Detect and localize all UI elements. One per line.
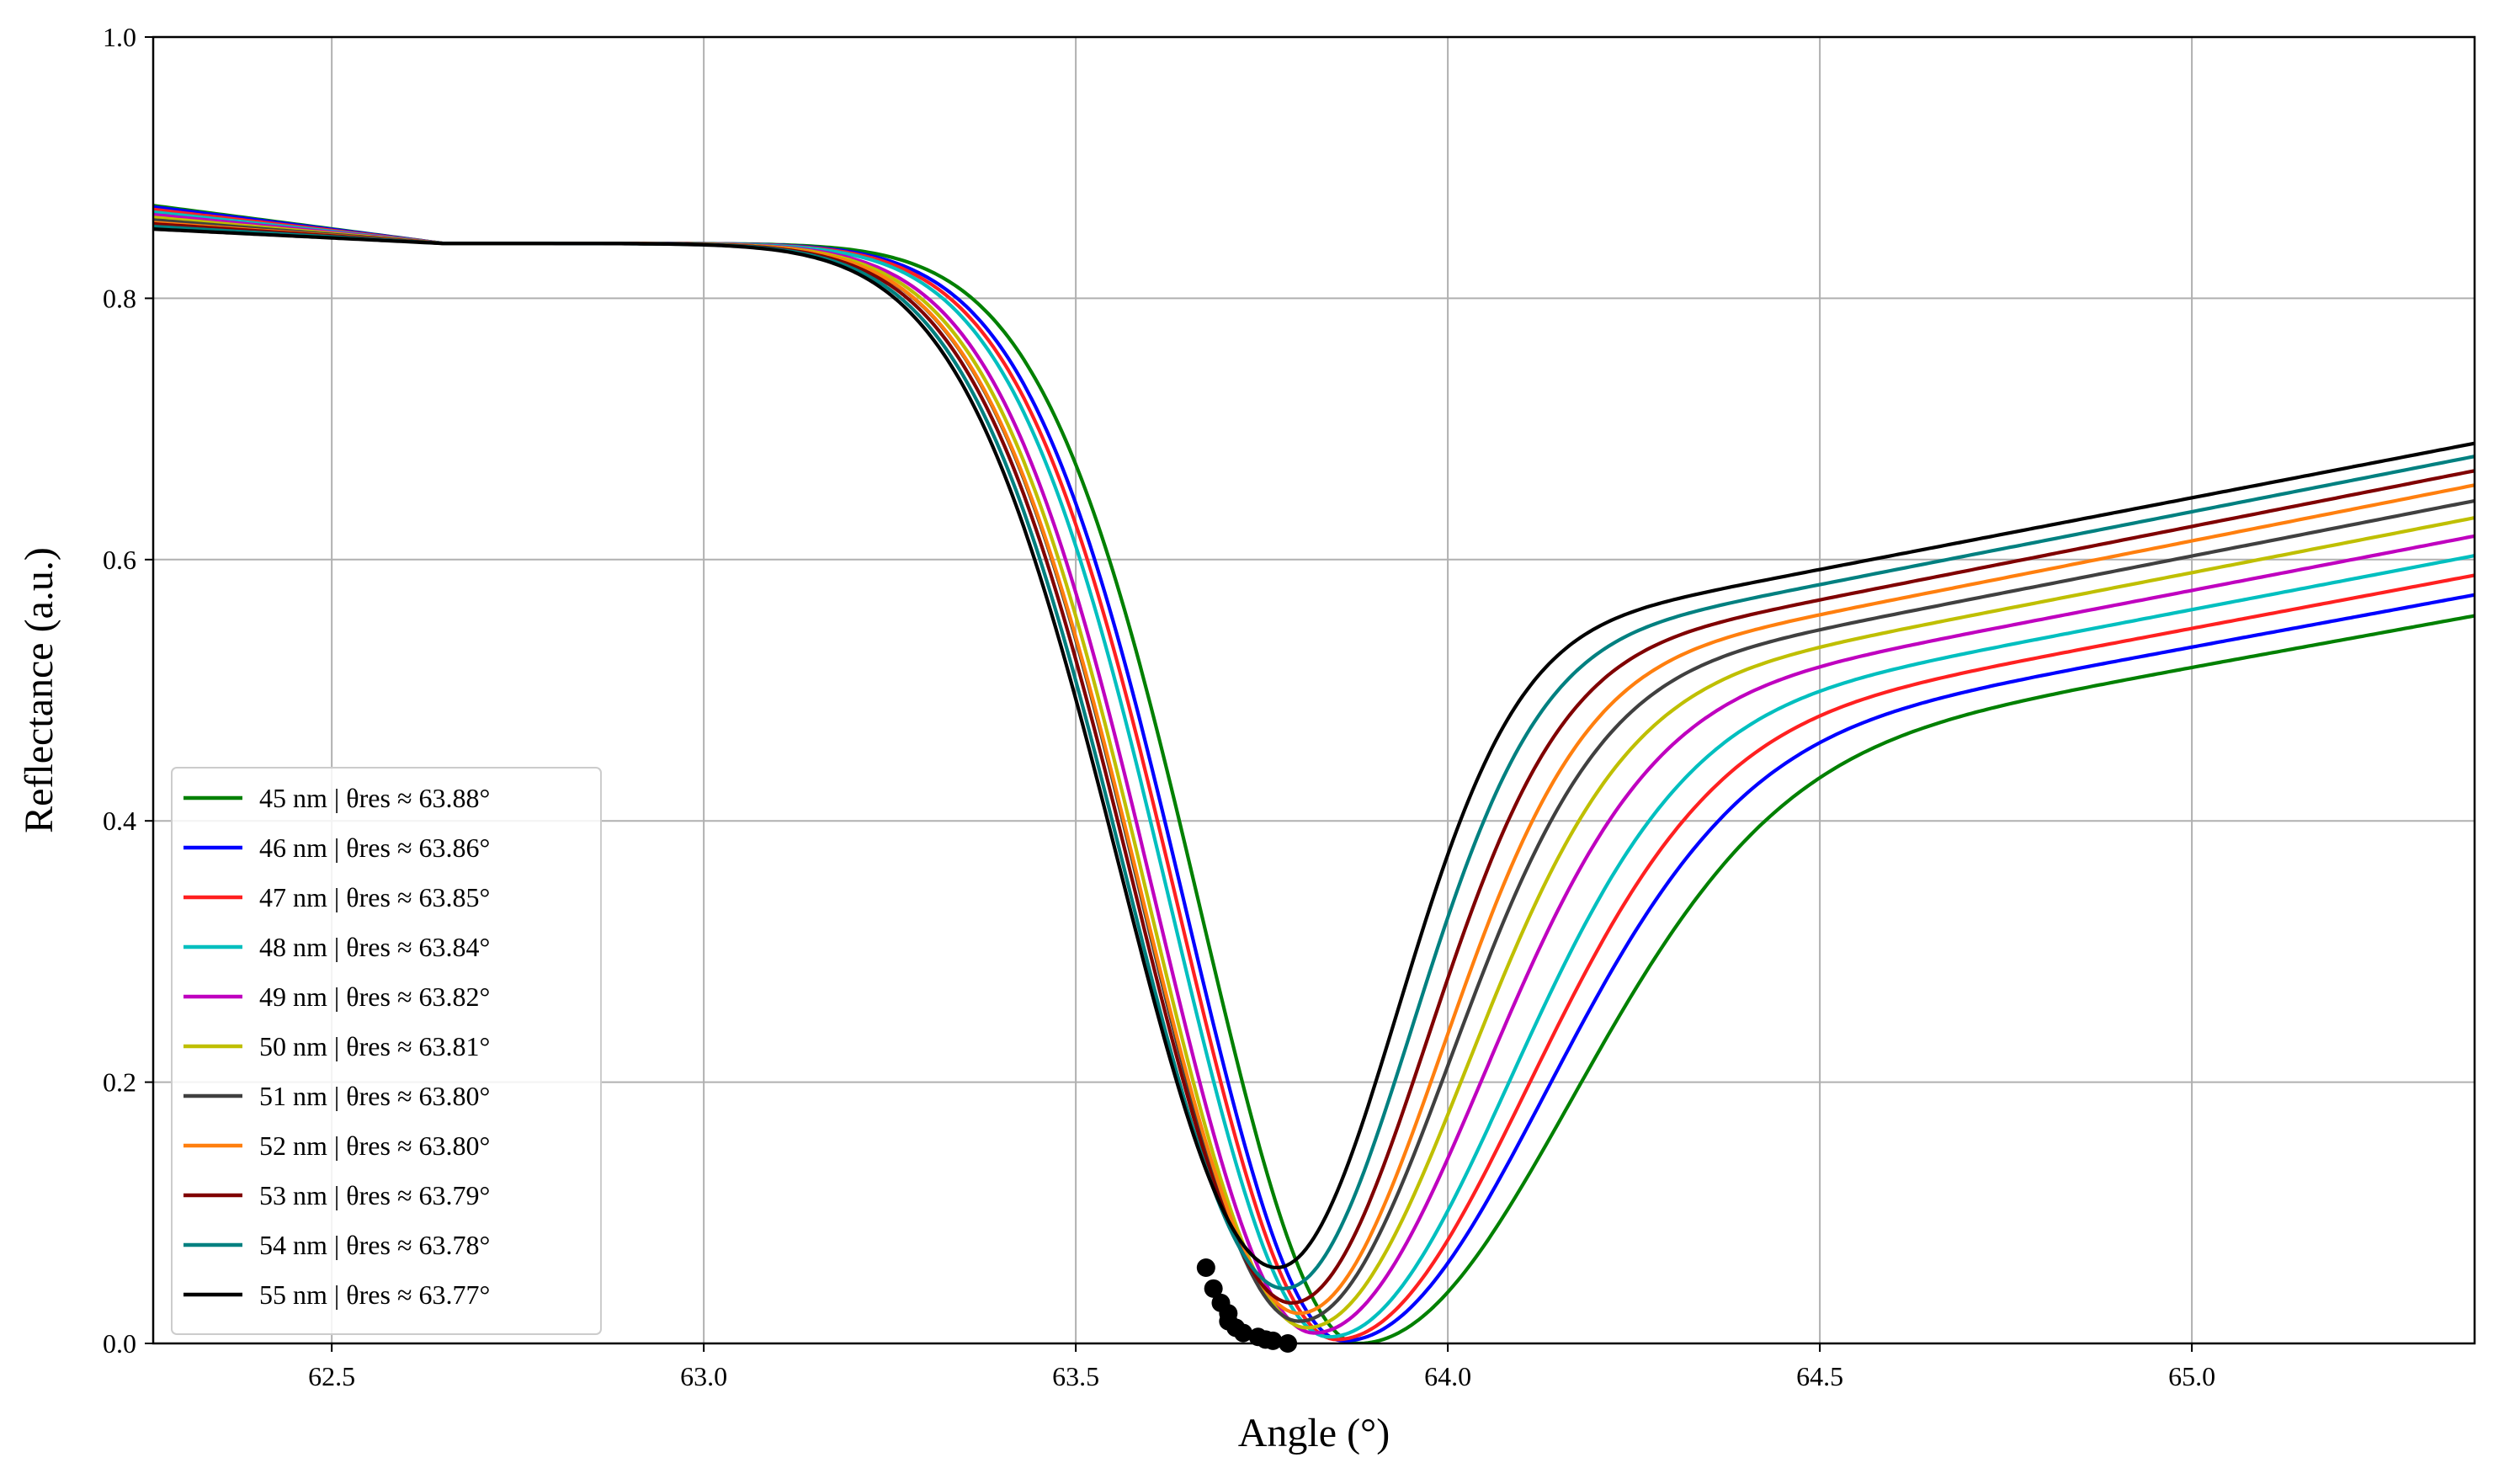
resonance-marker-3 (1248, 1327, 1268, 1347)
x-tick-label: 62.5 (308, 1361, 355, 1391)
y-tick-label: 0.6 (103, 545, 136, 575)
legend-label: 51 nm | θres ≈ 63.80° (259, 1081, 490, 1111)
legend-label: 45 nm | θres ≈ 63.88° (259, 783, 490, 813)
legend-label: 47 nm | θres ≈ 63.85° (259, 882, 490, 912)
x-tick-label: 63.0 (680, 1361, 727, 1391)
x-tick-label: 63.5 (1052, 1361, 1099, 1391)
resonance-marker-9 (1204, 1279, 1223, 1298)
legend-box (171, 767, 602, 1335)
series-lines (153, 204, 2475, 1343)
legend-label: 48 nm | θres ≈ 63.84° (259, 932, 490, 962)
legend-label: 46 nm | θres ≈ 63.86° (259, 832, 490, 863)
resonance-marker-8 (1211, 1293, 1231, 1312)
legend: 45 nm | θres ≈ 63.88° 46 nm | θres ≈ 63.8… (171, 767, 602, 1335)
legend-label: 52 nm | θres ≈ 63.80° (259, 1130, 490, 1161)
x-tick-label: 65.0 (2168, 1361, 2215, 1391)
legend-label: 50 nm | θres ≈ 63.81° (259, 1031, 490, 1061)
x-axis-title: Angle (°) (1238, 1411, 1390, 1455)
y-tick-label: 1.0 (103, 22, 136, 52)
legend-label: 49 nm | θres ≈ 63.82° (259, 981, 490, 1012)
axis-ticks: 62.5 63.0 63.5 64.0 64.5 65.0 0.0 0.2 0.4 0.6 0.8 1… (103, 22, 2215, 1391)
legend-label: 53 nm | θres ≈ 63.79° (259, 1180, 490, 1210)
y-axis-title: Reflectance (a.u.) (17, 547, 61, 833)
y-tick-label: 0.4 (103, 806, 136, 836)
y-tick-label: 0.8 (103, 283, 136, 313)
x-tick-label: 64.5 (1796, 1361, 1843, 1391)
resonance-marker-10 (1196, 1258, 1215, 1277)
y-tick-label: 0.0 (103, 1328, 136, 1359)
legend-label: 54 nm | θres ≈ 63.78° (259, 1230, 490, 1260)
x-tick-label: 64.0 (1424, 1361, 1471, 1391)
legend-label: 55 nm | θres ≈ 63.77° (259, 1279, 490, 1310)
y-tick-label: 0.2 (103, 1067, 136, 1098)
plot-frame (152, 35, 2476, 1345)
series-line-10 (153, 227, 2475, 1269)
